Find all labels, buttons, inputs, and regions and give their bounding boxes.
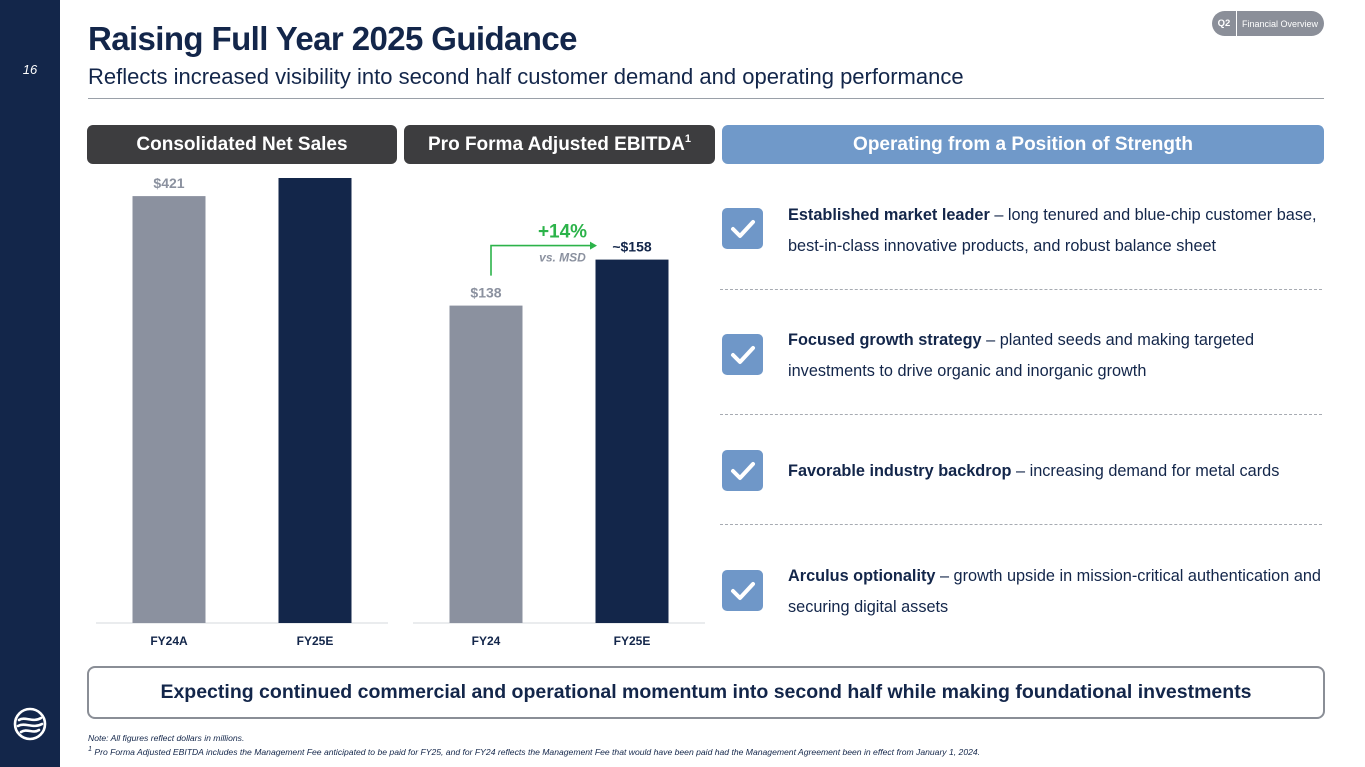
sidebar: [0, 0, 60, 767]
footnote-mark: 1: [88, 745, 92, 753]
strength-item-title: Established market leader: [788, 206, 990, 224]
strength-item: Favorable industry backdrop – increasing…: [788, 456, 1328, 487]
note: Note: All figures reflect dollars in mil…: [88, 733, 245, 743]
item-divider: [720, 524, 1322, 525]
growth-label: +14%: [538, 222, 587, 243]
strength-item-title: Focused growth strategy: [788, 331, 982, 349]
check-icon: [722, 334, 763, 375]
strength-item-text: – increasing demand for metal cards: [1011, 462, 1280, 480]
strength-item-text: – long tenured and blue-chip customer ba…: [788, 206, 1317, 255]
footnote-text: Pro Forma Adjusted EBITDA includes the M…: [91, 746, 981, 757]
growth-sublabel: vs. MSD: [539, 251, 586, 265]
net-sales-header-label: Consolidated Net Sales: [136, 133, 348, 155]
company-logo-icon: [13, 707, 47, 741]
x-tick-label: FY25E: [297, 634, 334, 648]
bar-value-label: $421: [153, 178, 184, 191]
check-icon: [722, 208, 763, 249]
item-divider: [720, 414, 1322, 415]
ebitda-header-label: Pro Forma Adjusted EBITDA: [428, 133, 685, 155]
callout-box: Expecting continued commercial and opera…: [87, 666, 1325, 719]
strength-item: Arculus optionality – growth upside in m…: [788, 561, 1328, 623]
x-tick-label: FY24: [472, 634, 501, 648]
section-badge: Q2 Financial Overview: [1212, 11, 1324, 36]
check-icon: [722, 450, 763, 491]
bar: [132, 196, 206, 623]
item-divider: [720, 289, 1322, 290]
bar: [449, 305, 523, 623]
net-sales-header: Consolidated Net Sales: [87, 125, 397, 164]
check-icon: [722, 570, 763, 611]
x-tick-label: FY25E: [614, 634, 651, 648]
strength-item: Established market leader – long tenured…: [788, 200, 1328, 262]
bar: [278, 178, 352, 623]
x-tick-label: FY24A: [150, 634, 188, 648]
strength-item-text: – growth upside in mission-critical auth…: [788, 567, 1321, 616]
growth-arrow-head: [590, 241, 597, 250]
strength-header-label: Operating from a Position of Strength: [853, 133, 1193, 155]
footnote: 1 Pro Forma Adjusted EBITDA includes the…: [88, 745, 980, 757]
strength-item-text: – planted seeds and making targeted inve…: [788, 331, 1255, 380]
strength-item: Focused growth strategy – planted seeds …: [788, 325, 1328, 387]
page-title: Raising Full Year 2025 Guidance: [88, 20, 577, 57]
bar: [595, 259, 669, 623]
strength-header: Operating from a Position of Strength: [722, 125, 1324, 164]
growth-arrow-line: [490, 244, 590, 276]
bar-value-label: $138: [470, 285, 501, 301]
badge-label: Financial Overview: [1242, 18, 1319, 29]
ebitda-header: Pro Forma Adjusted EBITDA 1: [404, 125, 715, 164]
page-subtitle: Reflects increased visibility into secon…: [88, 64, 964, 89]
bar-value-label: ~$158: [612, 239, 652, 255]
badge-section: Q2: [1212, 11, 1237, 36]
page-number: 16: [22, 62, 38, 77]
strength-item-title: Favorable industry backdrop: [788, 462, 1012, 480]
strength-item-title: Arculus optionality: [788, 567, 936, 585]
callout-text: Expecting continued commercial and opera…: [160, 681, 1252, 703]
title-divider: [88, 98, 1324, 99]
